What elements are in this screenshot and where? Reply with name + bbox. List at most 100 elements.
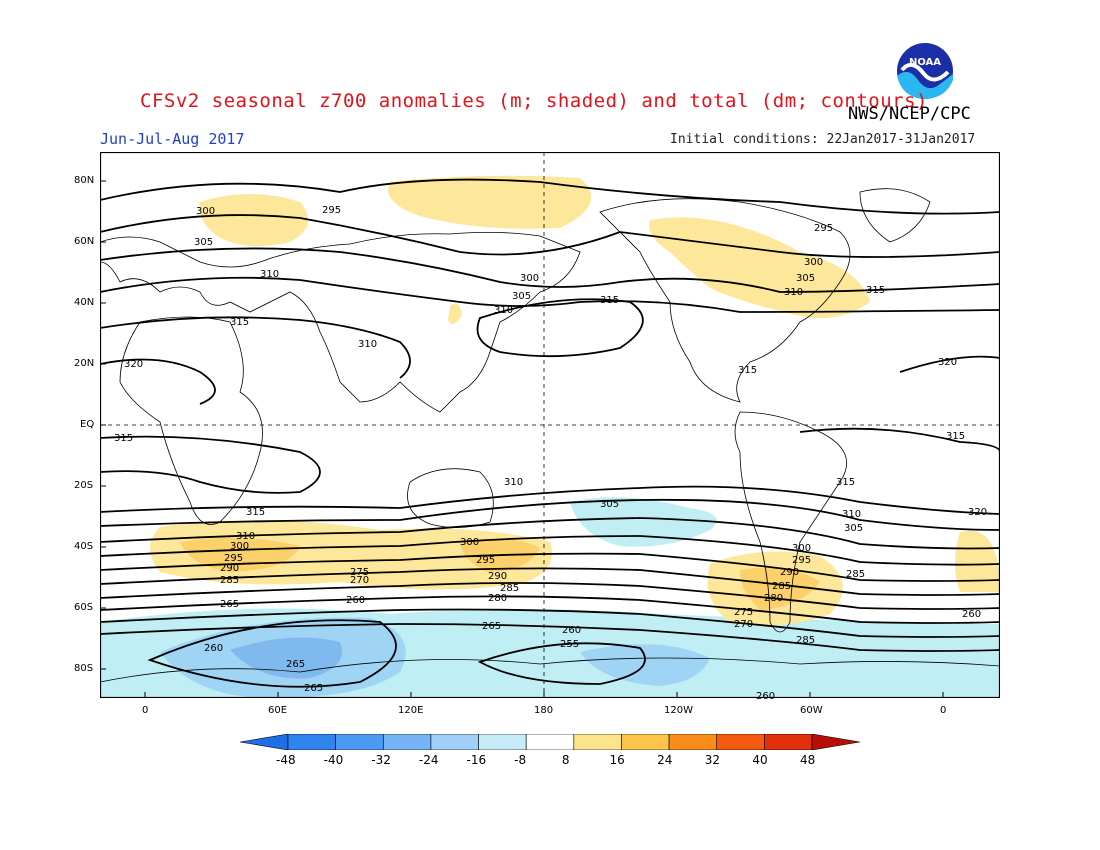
contour-label: 260 bbox=[562, 625, 582, 636]
lon-label: 0 bbox=[142, 705, 149, 716]
contour-label: 260 bbox=[962, 609, 982, 620]
colorbar-swatch bbox=[287, 733, 336, 751]
lon-label: 120E bbox=[398, 705, 424, 716]
colorbar-svg bbox=[239, 733, 861, 751]
contour-label: 305 bbox=[796, 273, 816, 284]
australia-coast bbox=[407, 468, 494, 528]
contour-label: 270 bbox=[734, 619, 754, 630]
season-label: Jun-Jul-Aug 2017 bbox=[100, 130, 245, 148]
contour-315-americas bbox=[799, 427, 1000, 453]
contour-label: 285 bbox=[500, 583, 520, 594]
contour-label: 300 bbox=[792, 543, 812, 554]
contour-label: 295 bbox=[322, 205, 342, 216]
contour-315-equatorial bbox=[100, 435, 321, 494]
colorbar-swatch bbox=[668, 733, 718, 751]
contour-label: 295 bbox=[792, 555, 812, 566]
contour-label: 290 bbox=[488, 571, 508, 582]
africa-coast bbox=[119, 316, 263, 525]
pos-anomaly-south-atlantic bbox=[150, 520, 552, 590]
agency-label: NWS/NCEP/CPC bbox=[848, 104, 971, 124]
contour-300-south bbox=[100, 517, 1000, 550]
contour-label: 300 bbox=[230, 541, 250, 552]
contour-label: 315 bbox=[738, 365, 758, 376]
lat-label: 60N bbox=[74, 236, 95, 247]
colorbar-tick-label: -24 bbox=[418, 753, 439, 767]
colorbar-arrow-right bbox=[811, 733, 861, 751]
contour-label: 270 bbox=[350, 575, 370, 586]
colorbar-swatch bbox=[430, 733, 479, 751]
lon-label: 0 bbox=[940, 705, 947, 716]
contour-315-pacific-high bbox=[476, 298, 644, 358]
contour-label: 310 bbox=[784, 287, 804, 298]
lat-label: EQ bbox=[80, 419, 95, 430]
colorbar-tick-label: -8 bbox=[514, 753, 527, 767]
colorbar-arrow-left bbox=[239, 733, 289, 751]
map-canvas bbox=[100, 152, 1000, 698]
contour-label: 265 bbox=[482, 621, 502, 632]
lon-label: 60W bbox=[800, 705, 823, 716]
anomaly-map: 295 300 305 310 315 320 300 305 310 310 … bbox=[100, 152, 1000, 702]
noaa-logo: NOAA bbox=[894, 40, 956, 102]
contour-label: 280 bbox=[488, 593, 508, 604]
contour-label: 310 bbox=[494, 305, 514, 316]
eurasia-coast bbox=[100, 232, 581, 413]
contour-label: 300 bbox=[804, 257, 824, 268]
contour-label: 285 bbox=[772, 581, 792, 592]
contour-label: 285 bbox=[796, 635, 816, 646]
noaa-logo-text: NOAA bbox=[909, 57, 941, 68]
contour-270-south bbox=[100, 608, 1000, 638]
colorbar-tick-label: 40 bbox=[752, 753, 768, 767]
lat-label: 40S bbox=[74, 541, 94, 552]
contour-label: 285 bbox=[846, 569, 866, 580]
colorbar-tick-label: 48 bbox=[800, 753, 816, 767]
chart-title: CFSv2 seasonal z700 anomalies (m; shaded… bbox=[140, 90, 928, 112]
contour-label: 320 bbox=[938, 357, 958, 368]
lon-label: 60E bbox=[268, 705, 288, 716]
contour-label: 305 bbox=[844, 523, 864, 534]
lat-label: 40N bbox=[74, 297, 95, 308]
contour-label: 285 bbox=[220, 575, 240, 586]
contour-280-south bbox=[100, 582, 1000, 610]
contour-label: 260 bbox=[204, 643, 224, 654]
contour-label: 290 bbox=[220, 563, 240, 574]
contour-label: 300 bbox=[520, 273, 540, 284]
colorbar-swatch bbox=[716, 733, 765, 751]
colorbar-swatch bbox=[573, 733, 622, 751]
colorbar-swatch bbox=[764, 733, 813, 751]
pos-anomaly-south-america-core bbox=[740, 567, 820, 610]
antarctica-coast bbox=[100, 657, 1000, 683]
contour-label: 320 bbox=[124, 359, 144, 370]
axis-ticks bbox=[100, 180, 944, 698]
colorbar-tick-label: 8 bbox=[561, 753, 570, 767]
contour-label: 275 bbox=[734, 607, 754, 618]
contour-label: 280 bbox=[764, 593, 784, 604]
pos-anomaly-south-atlantic-east bbox=[955, 530, 1000, 592]
colorbar-tick-label: -48 bbox=[276, 753, 296, 767]
contour-260-antarctic bbox=[147, 619, 397, 688]
contour-310-south bbox=[100, 485, 1000, 515]
height-contours bbox=[100, 178, 1000, 688]
pos-anomaly-arctic bbox=[388, 175, 592, 229]
contour-label: 260 bbox=[756, 691, 776, 702]
contour-285-south bbox=[100, 567, 1000, 596]
colorbar-swatch bbox=[478, 733, 527, 751]
colorbar-tick-label: 24 bbox=[657, 753, 673, 767]
contour-265-south bbox=[100, 623, 1000, 652]
colorbar-swatch bbox=[382, 733, 432, 751]
colorbar-swatch bbox=[335, 733, 384, 751]
contour-label: 305 bbox=[512, 291, 532, 302]
pos-anomaly-siberia bbox=[199, 194, 308, 247]
contour-label: 310 bbox=[842, 509, 862, 520]
contour-label: 300 bbox=[196, 206, 216, 217]
contour-275-south bbox=[100, 595, 1000, 624]
contour-305-south bbox=[100, 498, 1000, 531]
contour-label: 310 bbox=[358, 339, 378, 350]
contour-320-north bbox=[100, 358, 216, 405]
coastlines bbox=[100, 188, 1000, 683]
reference-lines bbox=[100, 152, 1000, 698]
south-america-coast bbox=[734, 411, 848, 633]
contour-295-north bbox=[100, 178, 1000, 215]
contour-label: 265 bbox=[286, 659, 306, 670]
contour-290-south bbox=[100, 552, 1000, 582]
contour-label: 315 bbox=[836, 477, 856, 488]
